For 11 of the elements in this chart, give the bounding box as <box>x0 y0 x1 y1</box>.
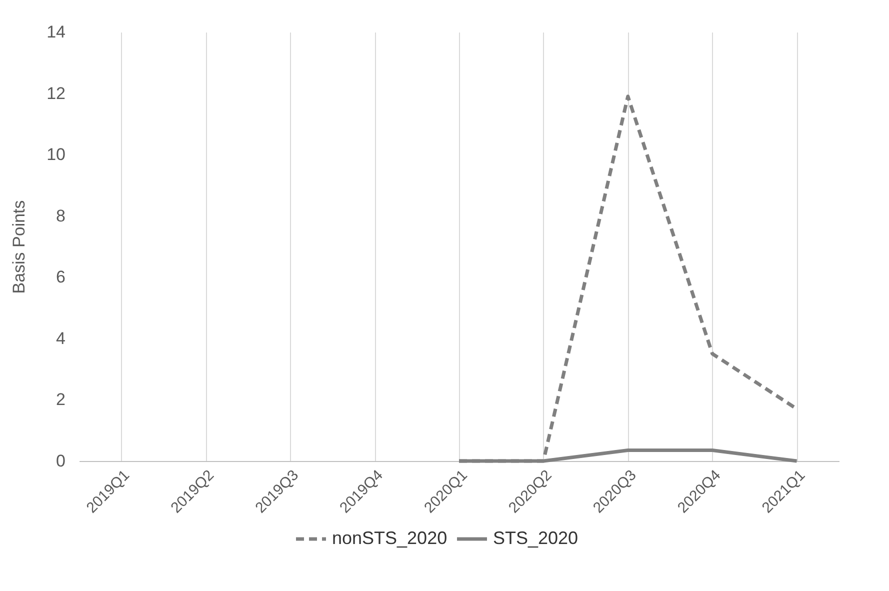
y-tick-label: 6 <box>56 268 66 287</box>
legend-label: STS_2020 <box>493 528 578 548</box>
y-tick-label: 8 <box>56 206 66 226</box>
legend-label: nonSTS_2020 <box>332 528 448 548</box>
y-tick-label: 2 <box>56 390 66 410</box>
y-tick-label: 14 <box>46 22 66 42</box>
y-tick-label: 4 <box>56 328 66 348</box>
y-tick-label: 12 <box>46 84 66 103</box>
y-tick-label: 0 <box>56 452 66 470</box>
y-tick-label: 10 <box>46 145 66 164</box>
y-axis-title: Basis Points <box>10 200 29 294</box>
